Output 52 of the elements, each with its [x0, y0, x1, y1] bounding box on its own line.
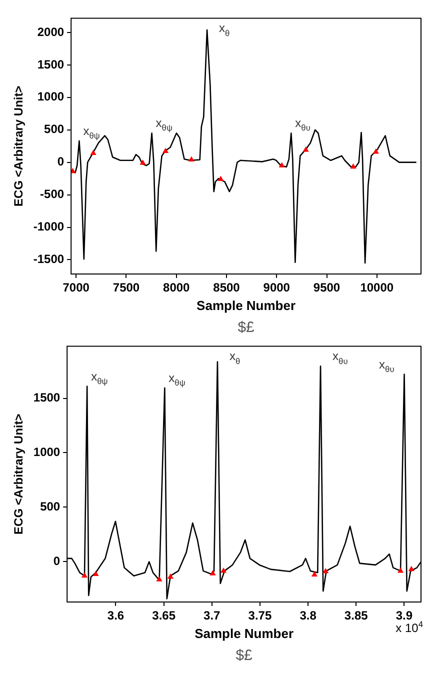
text: $£: [238, 319, 256, 336]
x-tick-label: 10000: [360, 280, 394, 295]
y-tick-label: -500: [40, 187, 64, 202]
y-tick-label: 1500: [37, 57, 64, 72]
y-tick-label: 0: [53, 554, 60, 568]
point: [140, 159, 146, 165]
x-tick-label: 3.65: [152, 608, 176, 623]
y-tick-label: 1000: [33, 445, 60, 460]
x-tick-label: 3.7: [204, 608, 221, 623]
x-tick-label: 9500: [313, 280, 340, 295]
y-tick-label: -1500: [33, 252, 64, 266]
text: $£: [236, 647, 254, 664]
y-tick-label: 500: [44, 122, 64, 136]
x-tick-label: 7000: [62, 280, 90, 295]
x-axis-title: Sample Number: [194, 626, 294, 641]
x-tick-label: 8500: [213, 280, 240, 295]
x-tick-label: 3.75: [248, 608, 272, 623]
point: [167, 573, 174, 579]
point: [162, 148, 169, 154]
point: [311, 571, 318, 577]
point: [220, 567, 227, 573]
point: [278, 162, 285, 168]
x-tick-label: 7500: [112, 280, 140, 295]
x-tick-label: 3.6: [107, 608, 124, 623]
point: [408, 566, 414, 572]
point: [397, 567, 404, 573]
y-tick-label: 1500: [33, 390, 60, 405]
point: [81, 572, 88, 578]
y-tick-label: 2000: [37, 24, 64, 39]
y-tick-label: 500: [40, 500, 60, 514]
point: [302, 146, 309, 152]
point: [90, 150, 96, 155]
point: [218, 176, 224, 181]
x-tick-label: 3.8: [300, 608, 317, 623]
point: [71, 168, 76, 174]
y-tick-label: -1000: [33, 220, 64, 234]
point: [372, 148, 379, 154]
y-axis-title: ECG <Arbitrary Unit>: [12, 414, 26, 534]
y-axis-title: ECG <Arbitrary Unit>: [12, 86, 26, 206]
point: [350, 163, 356, 169]
x-axis-title: Sample Number: [196, 298, 296, 313]
point: [188, 156, 194, 162]
point: [92, 570, 99, 576]
point: [322, 568, 329, 574]
point: [210, 570, 216, 576]
x-tick-label: 9000: [263, 280, 290, 295]
y-tick-label: 1000: [37, 90, 64, 104]
x-tick-label: 8000: [163, 280, 190, 295]
x-tick-label: 3.85: [344, 608, 368, 623]
y-tick-label: 0: [57, 154, 64, 169]
x-tick-label: 3.9: [396, 608, 413, 623]
point: [156, 576, 162, 582]
